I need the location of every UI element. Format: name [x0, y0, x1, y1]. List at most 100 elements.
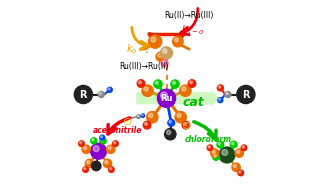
- Text: R: R: [80, 90, 87, 99]
- Circle shape: [74, 85, 93, 104]
- Circle shape: [100, 135, 105, 140]
- Circle shape: [137, 80, 145, 87]
- Circle shape: [155, 81, 159, 84]
- Circle shape: [236, 150, 240, 153]
- Circle shape: [218, 86, 221, 88]
- Text: R: R: [242, 90, 250, 99]
- Circle shape: [142, 115, 143, 116]
- Text: $k_{o-s}$: $k_{o-s}$: [126, 42, 150, 56]
- Circle shape: [114, 142, 116, 144]
- Circle shape: [222, 149, 228, 156]
- Circle shape: [137, 115, 139, 117]
- Circle shape: [145, 122, 148, 125]
- Circle shape: [83, 167, 89, 172]
- Circle shape: [172, 81, 175, 84]
- Circle shape: [137, 115, 141, 119]
- Text: Ru(III)→Ru(II): Ru(III)→Ru(II): [119, 62, 168, 71]
- Circle shape: [208, 146, 210, 148]
- Circle shape: [91, 143, 107, 159]
- Circle shape: [218, 98, 223, 103]
- Circle shape: [158, 53, 161, 57]
- Text: ⊙: ⊙: [123, 117, 133, 127]
- Circle shape: [214, 154, 216, 157]
- Circle shape: [103, 159, 112, 168]
- Circle shape: [230, 141, 237, 148]
- Text: chloroform: chloroform: [184, 135, 232, 144]
- Circle shape: [156, 52, 166, 61]
- Circle shape: [110, 167, 112, 170]
- Circle shape: [149, 113, 153, 118]
- Text: Ru: Ru: [160, 94, 173, 103]
- Circle shape: [158, 89, 175, 107]
- Circle shape: [139, 81, 142, 84]
- Circle shape: [98, 91, 104, 98]
- Circle shape: [92, 139, 94, 141]
- Circle shape: [166, 130, 171, 135]
- Circle shape: [238, 170, 244, 176]
- Circle shape: [161, 92, 167, 99]
- Circle shape: [239, 171, 241, 173]
- Circle shape: [237, 85, 255, 104]
- Circle shape: [84, 146, 87, 149]
- Circle shape: [169, 120, 171, 123]
- Circle shape: [161, 47, 172, 59]
- Circle shape: [109, 167, 114, 172]
- Circle shape: [219, 147, 235, 163]
- FancyArrow shape: [136, 90, 219, 107]
- Text: cat: cat: [182, 96, 204, 108]
- Circle shape: [231, 142, 234, 145]
- Circle shape: [226, 92, 228, 95]
- Circle shape: [113, 141, 118, 146]
- Text: $k_{s-o}$: $k_{s-o}$: [181, 23, 205, 37]
- Circle shape: [142, 85, 153, 96]
- Circle shape: [180, 85, 191, 96]
- Circle shape: [242, 146, 244, 148]
- Circle shape: [84, 167, 86, 170]
- Circle shape: [85, 159, 94, 168]
- Circle shape: [108, 146, 111, 149]
- Circle shape: [154, 80, 162, 88]
- Circle shape: [219, 98, 220, 100]
- Circle shape: [165, 129, 176, 140]
- Circle shape: [177, 113, 181, 118]
- Circle shape: [189, 81, 192, 84]
- Circle shape: [235, 149, 243, 157]
- Circle shape: [79, 141, 84, 146]
- Circle shape: [168, 119, 174, 126]
- Circle shape: [93, 146, 99, 152]
- Circle shape: [217, 85, 223, 91]
- Circle shape: [175, 112, 186, 123]
- Circle shape: [217, 141, 224, 148]
- Circle shape: [241, 145, 247, 151]
- Circle shape: [188, 80, 196, 87]
- Circle shape: [82, 145, 90, 153]
- Circle shape: [171, 80, 179, 88]
- Circle shape: [225, 91, 231, 98]
- Circle shape: [91, 138, 97, 144]
- Circle shape: [100, 138, 106, 144]
- Circle shape: [174, 38, 178, 42]
- Circle shape: [207, 145, 213, 151]
- Circle shape: [80, 142, 82, 144]
- Text: Ru(II)→Ru(III): Ru(II)→Ru(III): [165, 11, 214, 20]
- Circle shape: [99, 92, 102, 95]
- Circle shape: [101, 136, 103, 138]
- Circle shape: [149, 35, 162, 48]
- Circle shape: [87, 161, 90, 164]
- Circle shape: [107, 87, 112, 92]
- Circle shape: [101, 139, 104, 141]
- Circle shape: [144, 87, 148, 91]
- Circle shape: [172, 36, 183, 47]
- Circle shape: [212, 150, 215, 153]
- Circle shape: [108, 88, 110, 90]
- Circle shape: [143, 121, 151, 129]
- Text: ⊙: ⊙: [182, 121, 191, 131]
- Circle shape: [161, 60, 168, 67]
- Circle shape: [105, 161, 108, 164]
- Circle shape: [147, 112, 158, 123]
- Circle shape: [218, 142, 221, 145]
- Circle shape: [163, 49, 167, 53]
- Circle shape: [233, 164, 236, 167]
- Circle shape: [107, 145, 115, 153]
- Circle shape: [212, 153, 219, 160]
